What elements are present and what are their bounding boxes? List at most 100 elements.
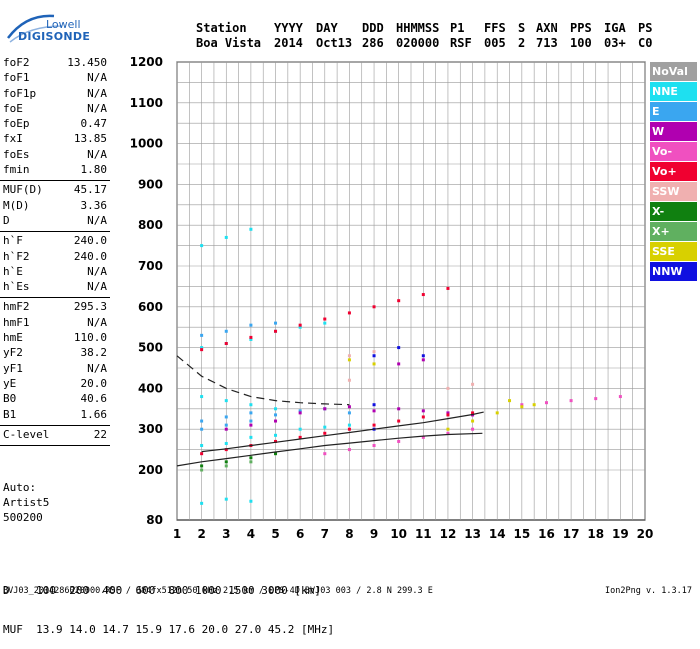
param-divider: [0, 180, 110, 182]
echo-point-e: [224, 329, 228, 333]
polarization-legend: NoVal NNE E W Vo- Vo+ SSW X- X+ SSE NNW: [650, 62, 697, 282]
muf-row: MUF 13.9 14.0 14.7 15.9 17.6 20.0 27.0 4…: [3, 623, 335, 636]
echo-point-nne: [200, 395, 204, 399]
param-row: hmE 110.0: [0, 331, 110, 346]
param-name: B0: [3, 392, 17, 406]
echo-point-nne: [249, 499, 253, 503]
legend-item: NNW: [650, 262, 697, 281]
param-name: yE: [3, 376, 17, 390]
y-tick-label: 200: [138, 463, 163, 477]
echo-point-nnw: [372, 403, 376, 407]
param-row: foF1p N/A: [0, 87, 110, 102]
param-divider: [0, 297, 110, 299]
x-tick-label: 12: [440, 527, 457, 541]
logo-swoosh-icon: [7, 14, 63, 43]
x-tick-label: 14: [489, 527, 506, 541]
echo-point-vo: [372, 444, 376, 448]
param-row: C-level 22: [0, 428, 110, 443]
param-value: 3.36: [80, 198, 108, 212]
param-name: M(D): [3, 198, 30, 212]
param-name: foE: [3, 101, 23, 115]
echo-point-nne: [298, 427, 302, 431]
param-value: N/A: [87, 264, 107, 278]
echo-point-e: [298, 409, 302, 413]
echo-point-vo: [397, 299, 401, 303]
y-tick-label: 800: [138, 218, 163, 232]
distance-row: D 100 200 400 600 800 1000 1500 3000 [km…: [3, 584, 321, 597]
echo-point-sse: [446, 427, 450, 431]
header-value: 2014: [274, 35, 303, 50]
param-value: N/A: [87, 86, 107, 100]
legend-item: NoVal: [650, 62, 697, 81]
echo-point-vo: [274, 329, 278, 333]
y-tick-label: 500: [138, 341, 163, 355]
header-value: RSF: [450, 35, 472, 50]
param-name: h`F: [3, 234, 23, 248]
muf-table: D 100 200 400 600 800 1000 1500 3000 [km…: [3, 558, 334, 649]
param-row: fmin 1.80: [0, 163, 110, 178]
echo-point-vo: [347, 311, 351, 315]
param-row: foF1 N/A: [0, 71, 110, 86]
echo-point-vo: [446, 286, 450, 290]
echo-point-w: [298, 411, 302, 415]
header-label: HHMMSS: [396, 20, 440, 35]
header-value: Boa Vista: [196, 35, 262, 50]
param-name: fmin: [3, 163, 30, 177]
echo-point-sse: [372, 362, 376, 366]
echo-point-ssw: [347, 378, 351, 382]
echo-point-nne: [200, 501, 204, 505]
digisonde-logo: Lowell DIGISONDE: [6, 8, 90, 48]
echo-point-ssw: [446, 386, 450, 390]
param-row: M(D) 3.36: [0, 199, 110, 214]
echo-point-ssw: [471, 382, 475, 386]
echo-point-vo: [200, 348, 204, 352]
param-row: B0 40.6: [0, 392, 110, 407]
echo-point-w: [446, 411, 450, 415]
header-value: 286: [362, 35, 384, 50]
param-row: foEs N/A: [0, 148, 110, 163]
param-divider: [0, 424, 110, 426]
echo-point-vo: [421, 415, 425, 419]
profile-dashed: [176, 355, 350, 406]
echo-point-ssw: [347, 354, 351, 358]
echo-point-nne: [200, 444, 204, 448]
echo-point-nne: [224, 497, 228, 501]
header-label: AXN: [536, 20, 558, 35]
echo-point-vo: [421, 293, 425, 297]
param-name: hmF2: [3, 300, 30, 314]
echo-point-w: [372, 409, 376, 413]
param-name: yF2: [3, 346, 23, 360]
echo-point-vo: [397, 419, 401, 423]
legend-item: W: [650, 122, 697, 141]
param-row: h`F 240.0: [0, 234, 110, 249]
x-tick-label: 4: [247, 527, 255, 541]
echo-point-vo: [594, 397, 598, 401]
echo-point-e: [249, 411, 253, 415]
param-name: foEp: [3, 117, 30, 131]
echo-point-x: [224, 464, 228, 468]
echo-point-vo: [471, 411, 475, 415]
header-label: IGA: [604, 20, 626, 35]
y-tick-label: 1100: [130, 96, 163, 110]
param-value: 20.0: [80, 376, 108, 390]
echo-point-vo: [323, 431, 327, 435]
x-tick-label: 20: [637, 527, 654, 541]
echo-point-x: [274, 452, 278, 456]
echo-point-vo: [446, 413, 450, 417]
header-label: Station: [196, 20, 247, 35]
logo-name: DIGISONDE: [18, 30, 91, 43]
echo-point-vo: [421, 435, 425, 439]
scaled-parameters-panel: foF2 13.450 foF1 N/A foF1p N/A foE N/A foEp 0…: [0, 56, 110, 448]
param-name: h`E: [3, 264, 23, 278]
x-tick-label: 9: [370, 527, 378, 541]
legend-item: Vo-: [650, 142, 697, 161]
param-name: yF1: [3, 361, 23, 375]
x-tick-label: 6: [296, 527, 304, 541]
param-name: fxI: [3, 132, 23, 146]
echo-point-nne: [200, 244, 204, 248]
param-name: foF2: [3, 56, 30, 69]
legend-item: SSE: [650, 242, 697, 261]
header-labels-row: Station YYYY DAY DDD HHMMSS P1 FFS S AXN…: [196, 20, 656, 35]
param-row: h`Es N/A: [0, 280, 110, 295]
param-value: 40.6: [80, 392, 108, 406]
